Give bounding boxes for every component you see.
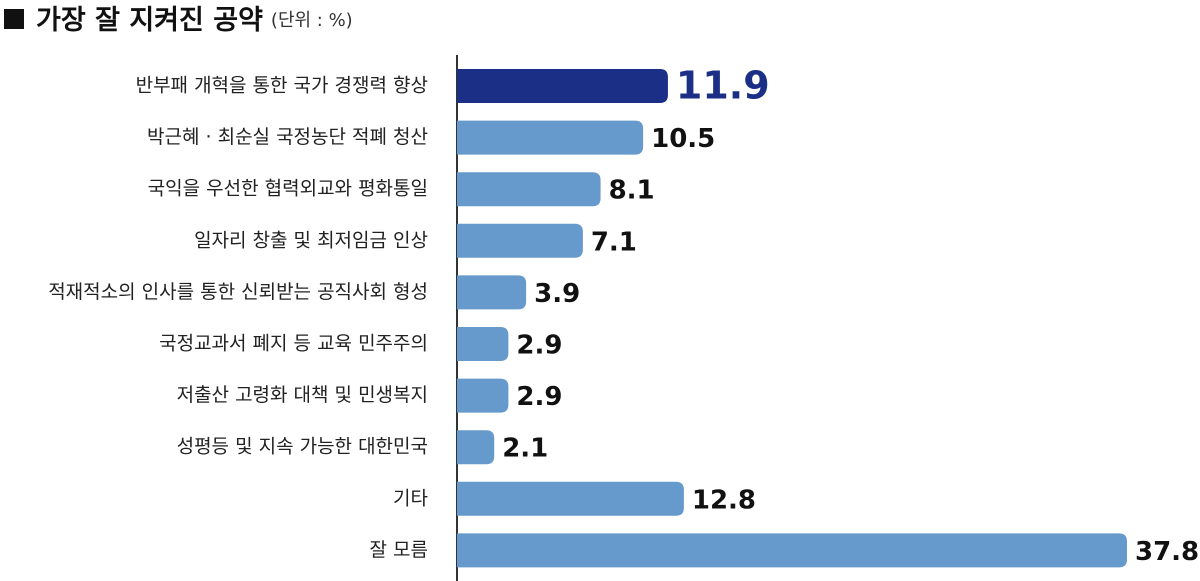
value-label: 12.8 (692, 485, 756, 515)
bar (457, 172, 601, 207)
chart-heading: 가장 잘 지켜진 공약 (단위 : %) (36, 5, 353, 36)
category-label: 국익을 우선한 협력외교와 평화통일 (148, 178, 428, 200)
bar (457, 378, 509, 413)
bar (457, 327, 509, 361)
value-label: 37.8 (1135, 537, 1199, 567)
category-label: 저출산 고령화 대책 및 민생복지 (177, 384, 428, 406)
bar (457, 69, 668, 103)
bar (457, 120, 644, 155)
category-label: 적재적소의 인사를 통한 신뢰받는 공직사회 형성 (48, 281, 428, 303)
category-label: 성평등 및 지속 가능한 대한민국 (177, 436, 428, 458)
value-label: 2.9 (516, 382, 562, 412)
value-label: 11.9 (676, 64, 770, 108)
bar (457, 533, 1127, 568)
title-marker (4, 9, 24, 29)
category-label: 국정교과서 폐지 등 교육 민주주의 (159, 333, 428, 355)
category-label: 기타 (393, 487, 428, 509)
category-label: 일자리 창출 및 최저임금 인상 (194, 229, 428, 251)
category-label: 박근혜 · 최순실 국정농단 적폐 청산 (147, 126, 428, 148)
chart-subtitle: (단위 : %) (271, 10, 353, 31)
bar (457, 481, 684, 516)
value-label: 2.9 (516, 331, 562, 361)
bar (457, 275, 527, 310)
bar (457, 430, 495, 465)
bar (457, 223, 583, 258)
category-label: 반부패 개혁을 통한 국가 경쟁력 향상 (136, 75, 428, 97)
chart-title: 가장 잘 지켜진 공약 (36, 5, 263, 36)
category-label: 잘 모름 (370, 539, 428, 561)
value-label: 3.9 (534, 279, 580, 309)
value-label: 2.1 (502, 434, 548, 464)
value-label: 10.5 (651, 124, 715, 154)
value-label: 8.1 (609, 176, 655, 206)
value-label: 7.1 (591, 227, 637, 257)
